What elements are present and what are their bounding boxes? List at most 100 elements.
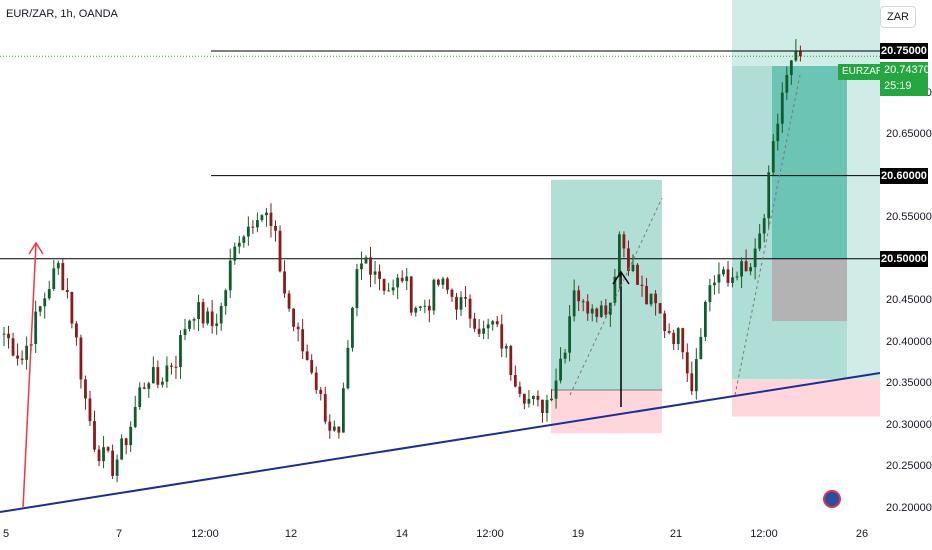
- candle-up: [391, 287, 395, 291]
- candle-down: [654, 293, 657, 304]
- candle-up: [550, 398, 553, 401]
- broker-logo-icon: [823, 490, 841, 508]
- candle-up: [242, 236, 246, 243]
- stop-zone-1: [551, 390, 662, 434]
- price-tick-label: 20.20000: [886, 502, 932, 514]
- price-tick-label: 20.35000: [886, 377, 932, 390]
- candle-down: [627, 248, 630, 271]
- candle-down: [310, 359, 314, 373]
- time-axis: [0, 520, 880, 550]
- candle-up: [794, 51, 798, 61]
- candle-up: [789, 60, 793, 76]
- candle-up: [713, 282, 716, 286]
- candle-up: [138, 387, 142, 408]
- candle-down: [744, 261, 748, 272]
- candle-down: [287, 293, 291, 309]
- candle-down: [124, 438, 128, 446]
- candle-down: [667, 330, 671, 333]
- time-tick-label: 12:00: [750, 528, 778, 540]
- candle-up: [351, 307, 354, 348]
- candle-down: [409, 276, 413, 313]
- chart-title: EUR/ZAR, 1h, OANDA: [6, 8, 118, 20]
- candle-down: [337, 426, 341, 433]
- candle-up: [246, 226, 250, 237]
- candle-up: [25, 345, 29, 360]
- candle-up: [717, 274, 721, 283]
- time-tick-label: 12: [284, 528, 298, 540]
- candle-up: [631, 264, 635, 271]
- up-arrow-black-head: [612, 270, 630, 285]
- candle-up: [708, 285, 712, 302]
- candle-up: [233, 246, 237, 261]
- projection-line-2: [734, 74, 801, 396]
- candle-up: [414, 307, 418, 313]
- candle-up: [43, 298, 47, 307]
- candle-up: [676, 328, 680, 345]
- candle-down: [382, 278, 386, 291]
- candle-up: [722, 269, 725, 275]
- candle-down: [296, 326, 300, 330]
- price-tick-label: 20.50000: [880, 250, 928, 267]
- candle-down: [65, 290, 69, 292]
- candle-down: [685, 352, 689, 374]
- candle-down: [210, 311, 214, 326]
- candle-down: [427, 305, 431, 311]
- candles: [2, 39, 802, 483]
- candle-up: [762, 218, 766, 234]
- candle-up: [776, 123, 780, 142]
- time-tick-label: 19: [571, 528, 585, 540]
- price-tick-label: 20.60000: [880, 167, 928, 184]
- candle-up: [771, 141, 775, 173]
- target-zone-1: [551, 179, 662, 391]
- candle-up: [364, 257, 368, 264]
- candle-down: [170, 365, 173, 367]
- candle-down: [292, 308, 295, 327]
- candle-down: [378, 271, 381, 279]
- candle-down: [636, 264, 639, 285]
- candle-up: [780, 92, 784, 124]
- candle-down: [201, 302, 205, 324]
- candle-down: [645, 286, 648, 305]
- candle-up: [527, 399, 531, 404]
- currency-selector[interactable]: ZAR: [880, 6, 916, 28]
- candle-down: [319, 389, 323, 394]
- price-tick-label: 20.30000: [886, 418, 932, 431]
- candle-down: [314, 372, 318, 390]
- candle-down: [16, 355, 19, 359]
- candle-up: [52, 268, 56, 290]
- last-price-value: 20.74370: [884, 64, 930, 76]
- candle-up: [396, 277, 400, 288]
- candle-up: [38, 306, 42, 312]
- candle-up: [102, 447, 105, 462]
- candle-up: [694, 359, 698, 392]
- candle-up: [224, 290, 228, 307]
- time-tick-label: 21: [669, 528, 683, 540]
- time-tick-label: 12:00: [476, 528, 504, 540]
- candle-down: [7, 333, 10, 339]
- price-tick-label: 20.65000: [886, 128, 932, 141]
- candle-down: [541, 399, 544, 413]
- candle-up: [491, 321, 495, 325]
- candle-up: [554, 380, 558, 399]
- candle-down: [61, 263, 65, 291]
- candle-up: [423, 305, 427, 307]
- candle-up: [608, 302, 612, 315]
- candle-up: [265, 212, 268, 216]
- candle-down: [658, 303, 662, 314]
- candle-down: [513, 375, 517, 387]
- candle-down: [681, 328, 685, 353]
- candle-up: [115, 459, 119, 476]
- candle-up: [590, 308, 594, 314]
- candle-up: [47, 289, 51, 299]
- candle-down: [369, 257, 372, 275]
- candle-down: [640, 284, 644, 287]
- candle-down: [84, 379, 87, 399]
- position-zones: [551, 0, 880, 434]
- candle-down: [400, 277, 404, 282]
- candle-down: [446, 278, 449, 290]
- candle-down: [79, 337, 83, 380]
- last-price-label: 20.74370 25:19: [880, 62, 930, 96]
- candle-up: [165, 365, 169, 382]
- candle-up: [618, 234, 621, 277]
